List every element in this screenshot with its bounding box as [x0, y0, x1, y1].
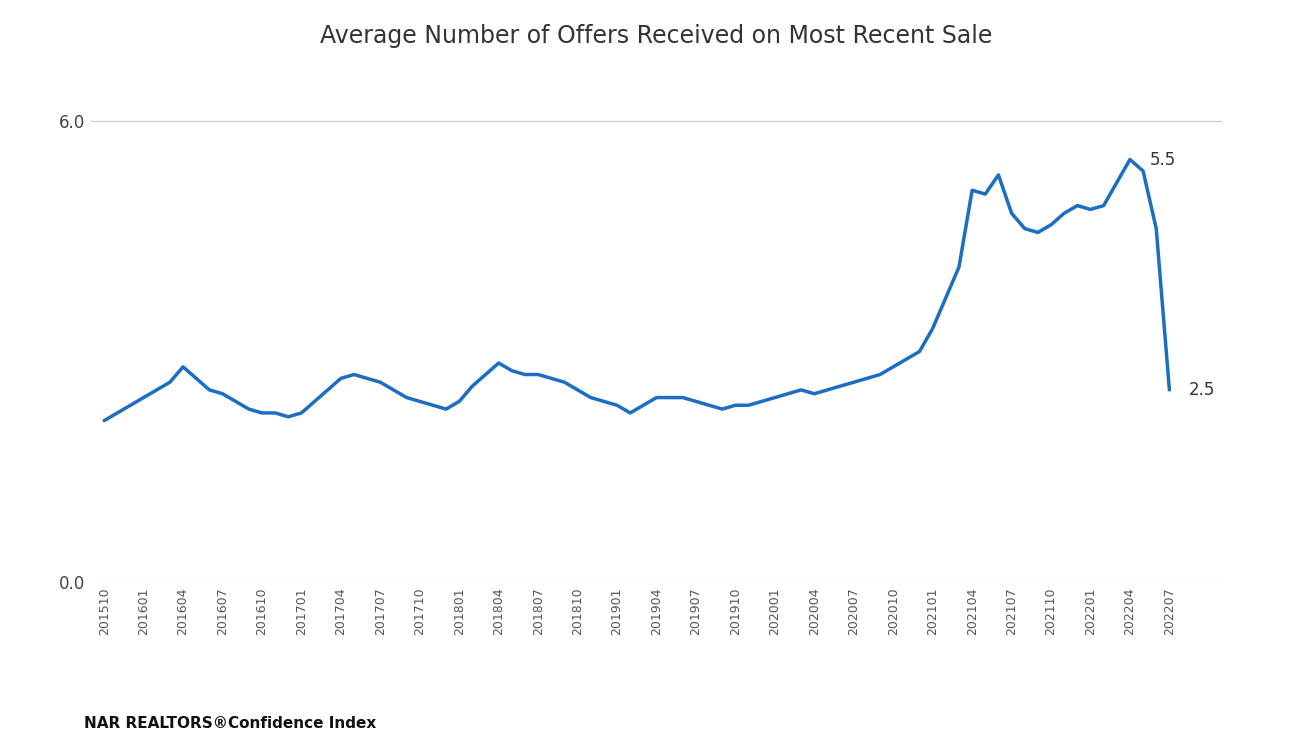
Text: 2.5: 2.5: [1190, 381, 1216, 399]
Text: 5.5: 5.5: [1149, 151, 1176, 169]
Text: NAR REALTORS®Confidence Index: NAR REALTORS®Confidence Index: [84, 716, 377, 731]
Title: Average Number of Offers Received on Most Recent Sale: Average Number of Offers Received on Mos…: [320, 24, 993, 48]
